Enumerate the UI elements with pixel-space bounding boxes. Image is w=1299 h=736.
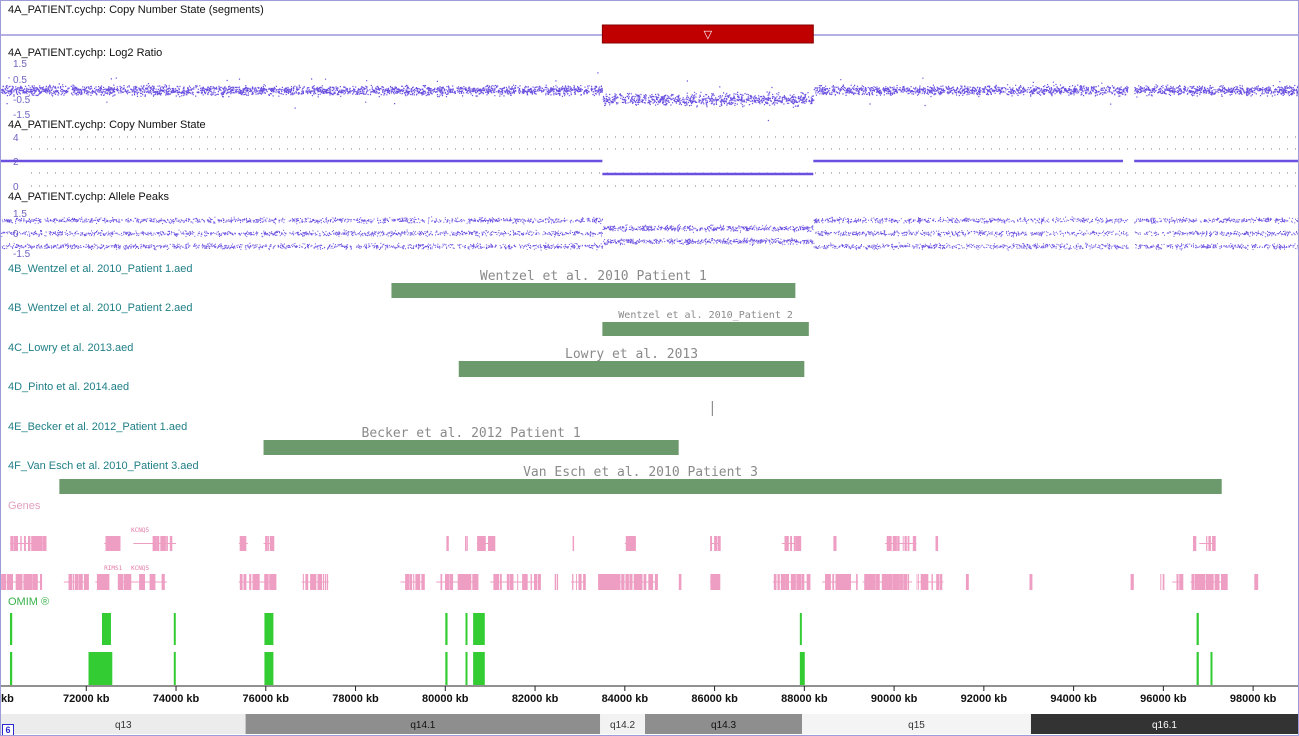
axis-tick-label: 96000 kb [1140,693,1187,705]
cytoband-label: q14.2 [610,720,635,731]
segments-track-label: 4A_PATIENT.cychp: Copy Number State (seg… [8,4,264,16]
cn-track-label: 4A_PATIENT.cychp: Copy Number State [8,119,206,131]
allele-probes [1,216,1298,251]
feature-name-label: Wentzel et al. 2010 Patient 1 [480,269,707,284]
log2-axis-label: -1.5 [13,110,31,121]
cn-axis-label: 0 [13,182,19,193]
feature-bar [458,361,805,377]
feature-file-label: 4B_Wentzel et al. 2010_Patient 1.aed [8,263,193,275]
loss-segment [601,24,814,44]
cytoband-label: q14.1 [410,720,435,731]
axis-tick-label: kb [1,693,14,705]
cytoband-label: q15 [908,720,925,731]
log2-probes [1,72,1298,122]
cytoband [600,714,646,734]
feature-name-label: Wentzel et al. 2010_Patient 2 [618,310,793,321]
gene-exons [1,574,1259,590]
log2-ratio-track: 1.5 0.5 -0.5 -1.5 [1,59,1298,122]
omim-entry [445,613,448,645]
log2-track-label: 4A_PATIENT.cychp: Log2 Ratio [8,47,163,59]
omim-entry [473,652,485,685]
axis-tick-label: 82000 kb [512,693,559,705]
omim-entry [9,613,13,645]
kb-axis: kb 72000 kb 74000 kb 76000 kb 78000 kb 80000 … [1,686,1277,705]
cytoband-label: q13 [115,720,132,731]
axis-tick-label: 86000 kb [691,693,738,705]
feature-file-label: 4D_Pinto et al. 2014.aed [8,381,130,393]
cytoband [802,714,1031,734]
omim-entry [173,652,176,685]
omim-entry [1196,652,1199,685]
segments-track: ▽ [601,24,814,44]
axis-tick-label: 74000 kb [153,693,200,705]
genes-track: KCNQ5 RIMS1 KCNQ5 [1,527,1259,590]
omim-entry [465,613,468,645]
omim-entry [264,652,274,685]
cn-axis-label: 2 [13,157,19,168]
log2-axis-label: 0.5 [13,75,27,86]
axis-tick-label: 88000 kb [781,693,828,705]
segment-marker-icon: ▽ [704,28,713,41]
feature-name-label: Lowry et al. 2013 [565,347,698,362]
feature-tracks: Wentzel et al. 2010 Patient 1 Wentzel et … [59,269,1222,494]
omim-track-label: OMIM ® [8,596,50,608]
cn-axis-label: 4 [13,133,19,144]
log2-axis-label: -0.5 [13,95,31,106]
allele-track-label: 4A_PATIENT.cychp: Allele Peaks [8,191,169,203]
axis-tick-label: 94000 kb [1050,693,1097,705]
cytoband [1030,714,1298,734]
feature-bar [263,440,679,455]
allele-axis-label: 1.5 [13,209,27,220]
omim-entry [1196,613,1199,645]
copy-number-track: 4 2 0 [1,133,1298,193]
axis-tick-label: 80000 kb [422,693,469,705]
feature-file-label: 4C_Lowry et al. 2013.aed [8,342,134,354]
feature-file-label: 4F_Van Esch et al. 2010_Patient 3.aed [8,460,199,472]
axis-tick-label: 92000 kb [961,693,1008,705]
cytoband [645,714,803,734]
omim-track [9,613,1213,685]
gene-exons [10,536,1216,551]
gene-name-label: RIMS1 [104,565,122,572]
gene-name-label: KCNQ5 [131,527,149,534]
feature-bar [59,479,1222,494]
omim-entry [173,613,176,645]
feature-file-label: 4E_Becker et al. 2012_Patient 1.aed [8,421,188,433]
cytoband [245,714,601,734]
axis-tick-label: 84000 kb [602,693,649,705]
feature-name-label: Van Esch et al. 2010 Patient 3 [523,465,758,480]
omim-entry [101,613,111,645]
omim-entry [9,652,13,685]
cytoband-ideogram[interactable]: q13 q14.1 q14.2 q14.3 q15 q16.1 [1,714,1298,734]
feature-file-label: 4B_Wentzel et al. 2010_Patient 2.aed [8,302,193,314]
gene-name-label: KCNQ5 [131,565,149,572]
allele-axis-label: 0 [13,229,19,240]
genes-track-label: Genes [8,500,41,512]
omim-entry [1210,652,1213,685]
cytoband [1,714,246,734]
omim-entry [799,613,802,645]
cytoband-label: q14.3 [711,720,736,731]
feature-name-label: Becker et al. 2012 Patient 1 [362,426,581,441]
omim-entry [88,652,113,685]
omim-entry [473,613,485,645]
omim-entry [799,652,805,685]
log2-axis-label: 1.5 [13,59,27,70]
cytoband-label: q16.1 [1152,720,1177,731]
omim-entry [465,652,468,685]
omim-entry [445,652,448,685]
allele-peaks-track: 1.5 0 -1.5 [1,209,1298,260]
axis-tick-label: 90000 kb [871,693,918,705]
axis-tick-label: 78000 kb [332,693,379,705]
axis-tick-label: 76000 kb [243,693,290,705]
omim-entry [264,613,274,645]
allele-axis-label: -1.5 [13,249,31,260]
axis-tick-label: 72000 kb [63,693,110,705]
chromosome-badge[interactable]: 6 [2,724,14,735]
feature-bar [602,322,809,336]
axis-tick-label: 98000 kb [1230,693,1277,705]
feature-bar [391,283,796,298]
